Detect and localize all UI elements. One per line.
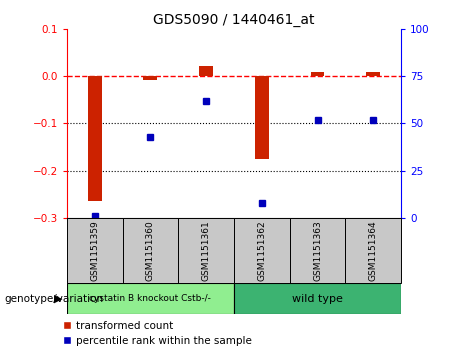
Bar [67,218,123,283]
Text: cystatin B knockout Cstb-/-: cystatin B knockout Cstb-/- [89,294,211,303]
Bar [143,76,157,80]
Bar [366,72,380,76]
Bar [290,218,345,283]
Bar [255,76,269,159]
Text: GSM1151362: GSM1151362 [257,220,266,281]
Bar [311,72,325,76]
Legend: transformed count, percentile rank within the sample: transformed count, percentile rank withi… [63,321,252,346]
Bar [88,76,102,201]
Text: GSM1151360: GSM1151360 [146,220,155,281]
Bar [345,218,401,283]
Bar [234,218,290,283]
Bar [199,66,213,76]
Bar [67,283,234,314]
Bar [123,218,178,283]
Text: wild type: wild type [292,294,343,303]
Title: GDS5090 / 1440461_at: GDS5090 / 1440461_at [153,13,315,26]
Text: GSM1151361: GSM1151361 [201,220,211,281]
Text: genotype/variation: genotype/variation [5,294,104,303]
Text: GSM1151363: GSM1151363 [313,220,322,281]
Bar [178,218,234,283]
Text: ▶: ▶ [54,294,62,303]
Bar [234,283,401,314]
Text: GSM1151359: GSM1151359 [90,220,99,281]
Text: GSM1151364: GSM1151364 [369,220,378,281]
